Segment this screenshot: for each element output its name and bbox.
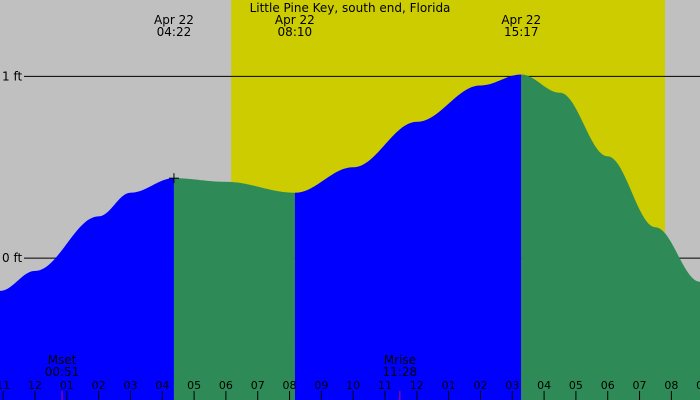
x-tick-label: 07	[251, 379, 265, 392]
x-tick-label: 04	[537, 379, 551, 392]
x-tick-label: 03	[505, 379, 519, 392]
tide-event-date: Apr 22	[154, 13, 194, 27]
x-tick-label: 01	[442, 379, 456, 392]
tide-event-time: 04:22	[157, 25, 192, 39]
falling-tide-area	[173, 178, 295, 400]
x-tick-label: 02	[92, 379, 106, 392]
rising-tide-area	[0, 178, 174, 400]
x-tick-label: 08	[283, 379, 297, 392]
x-tick-label: 02	[473, 379, 487, 392]
x-tick-label: 07	[633, 379, 647, 392]
moon-event-label: Mrise	[384, 353, 416, 367]
x-tick-label: 06	[219, 379, 233, 392]
tide-event-time: 08:10	[278, 25, 313, 39]
tide-event-time: 15:17	[504, 25, 539, 39]
x-tick-label: 09	[314, 379, 328, 392]
moon-event-time: 11:28	[383, 365, 418, 379]
falling-tide-area	[521, 74, 700, 400]
rising-tide-area	[294, 74, 522, 400]
tide-area	[0, 74, 700, 400]
tide-event-date: Apr 22	[275, 13, 315, 27]
x-tick-label: 08	[664, 379, 678, 392]
moon-event-label: Mset	[48, 353, 77, 367]
chart-title: Little Pine Key, south end, Florida	[250, 1, 451, 15]
tide-event-date: Apr 22	[501, 13, 541, 27]
x-tick-label: 04	[155, 379, 169, 392]
x-tick-label: 09	[696, 379, 700, 392]
x-tick-label: 12	[28, 379, 42, 392]
x-tick-label: 03	[123, 379, 137, 392]
x-tick-label: 11	[0, 379, 10, 392]
x-tick-label: 05	[569, 379, 583, 392]
x-tick-label: 01	[60, 379, 74, 392]
x-tick-label: 10	[346, 379, 360, 392]
x-axis: 11 12 01 02 03 04 05 06 07 08 09 10 11 12 01 02 03 04 05 06…	[0, 379, 700, 400]
x-tick-label: 05	[187, 379, 201, 392]
x-tick-label: 06	[601, 379, 615, 392]
reference-line-label: 1 ft	[2, 69, 22, 83]
x-tick-label: 12	[410, 379, 424, 392]
reference-line-label: 0 ft	[2, 251, 22, 265]
x-tick-label: 11	[378, 379, 392, 392]
moon-event-time: 00:51	[45, 365, 80, 379]
